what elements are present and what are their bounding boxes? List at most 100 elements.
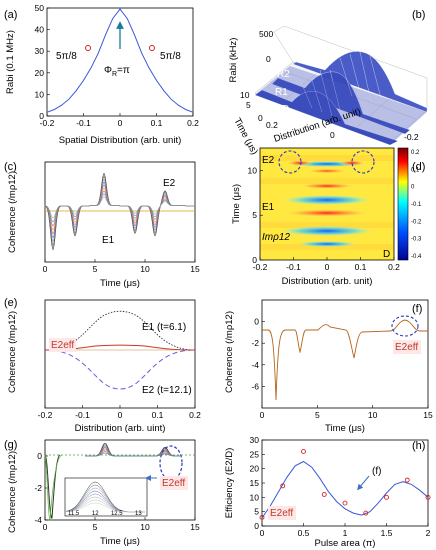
panel-e-xticks: -0.2 -0.1 0 0.1 0.2 (38, 405, 201, 420)
panel-c-label-e2: E2 (163, 178, 176, 189)
g-xtick-label: 0 (43, 522, 48, 532)
panel-b-ztick-5: 5 (246, 100, 251, 110)
panel-c-xticks: 0 5 10 15 (43, 259, 200, 274)
panel-d-circle-right (351, 150, 375, 174)
panel-f-ylabel: Coherence (/mρ12) (224, 311, 235, 393)
h-ytick-label: 10 (250, 492, 260, 502)
heat-blob (283, 195, 371, 205)
panel-h-arrow (357, 475, 370, 491)
a-ytick-label: 0 (39, 111, 44, 121)
h-point (259, 514, 265, 520)
panel-e-e2eff-box (49, 338, 76, 352)
heat-stripe (260, 222, 394, 228)
panel-d-label-e1: E1 (262, 202, 275, 213)
phi-subscript: R (112, 71, 117, 78)
panel-a-xlabel: Spatial Distribution (arb. unit) (59, 135, 182, 146)
panel-h: (h) Efficiency (E2/D) Pulse area (π) 0 0.… (224, 435, 431, 549)
panel-h-ylabel: Efficiency (E2/D) (224, 448, 235, 519)
g-ytick-label: -2 (34, 483, 42, 493)
c-xtick-label: 0 (43, 264, 48, 274)
panel-d-ylabel: Time (μs) (231, 184, 242, 224)
g-inset-tick: 12.5 (111, 511, 123, 517)
panel-b-surface-d (254, 89, 399, 146)
panel-d-xticks: -0.2 -0.1 0 0.1 0.2 (253, 257, 400, 272)
panel-b-label: (b) (412, 9, 425, 21)
d-ytick-label: 0 (252, 255, 257, 265)
g-inset-tick: 12 (92, 511, 99, 517)
panel-e: (e) Coherence (/mρ12) Distribution (arb.… (4, 297, 201, 434)
e-xtick-label: 0.1 (152, 410, 164, 420)
panel-e-curve-e1 (44, 310, 196, 351)
phi-value: =π (117, 65, 130, 76)
panel-g-inset (64, 477, 148, 517)
panel-g-ylabel: Coherence (/mρ12) (7, 451, 18, 533)
a-xtick-label: -0.2 (40, 118, 55, 128)
g-xtick-label: 5 (93, 522, 98, 532)
panel-g-label: (g) (4, 439, 17, 451)
c-curve (44, 187, 195, 231)
panel-b-xtick-0.2: 0.2 (266, 120, 278, 130)
panel-f-e2eff-box (393, 340, 421, 354)
e-xtick-label: -0.1 (75, 410, 90, 420)
panel-a-ylabel: Rabi (0.1 MHz) (5, 30, 16, 94)
panel-e-curve-e2 (44, 349, 196, 390)
g-xtick-label: 15 (190, 522, 200, 532)
a-marker (85, 44, 92, 51)
f-xtick-label: 0 (260, 410, 265, 420)
panel-b-label-d: D (282, 104, 289, 115)
panel-d-label-d: D (383, 249, 390, 260)
heat-stripe (260, 155, 394, 161)
panel-g-inset-ticks: 11.5 12 12.5 13 (68, 511, 142, 517)
h-point (280, 483, 286, 489)
a-xtick-label: 0.1 (151, 118, 163, 128)
h-point (384, 494, 389, 500)
a-xtick-label: 0.2 (187, 118, 199, 128)
panel-f-label-e2eff: E2eff (395, 342, 418, 353)
h-ytick-label: 5 (254, 507, 259, 517)
f-ytick-label: 0 (254, 317, 259, 327)
h-point (425, 494, 431, 500)
panel-h-yticks: 0 5 10 15 20 25 30 (250, 435, 265, 531)
e-xtick-label: 0.2 (189, 410, 201, 420)
heat-blob (297, 241, 357, 247)
panel-d-colorbar-ticks: 0.2 0.1 0 -0.1 -0.2 -0.3 -0.4 (411, 150, 422, 260)
c-curve (44, 196, 195, 219)
phi-symbol: Φ (104, 65, 112, 76)
d-ctick-label: -0.2 (411, 219, 422, 225)
heat-blob (338, 160, 366, 166)
panel-h-e2eff-box (268, 506, 296, 520)
panel-d-label-imrho: Imρ12 (262, 232, 290, 243)
h-point (321, 492, 327, 497)
panel-a-curve (46, 8, 194, 113)
d-ctick-label: 0.1 (411, 167, 420, 173)
panel-d-xlabel: Distribution (arb. unit) (282, 276, 373, 287)
panel-e-legend-e2: E2 (t=12.1) (142, 385, 192, 396)
g-ytick-label: -4 (34, 515, 42, 525)
g-curve (85, 452, 180, 457)
c-xtick-label: 10 (140, 264, 150, 274)
a-xtick-label: 0 (118, 118, 123, 128)
panel-d-yticks: 0 5 10 (248, 165, 263, 265)
h-ytick-label: 20 (250, 464, 260, 474)
heat-stripe (260, 178, 394, 184)
panel-e-label-e2eff: E2eff (51, 340, 74, 351)
panel-b-mesh (299, 51, 383, 119)
panel-g-e2eff-box (160, 476, 188, 490)
panel-g: (g) Coherence (/mρ12) Time (μs) 0 5 10 15 -… (4, 439, 200, 547)
h-xtick-label: 0.5 (298, 528, 310, 538)
heat-blob (281, 226, 373, 236)
panel-b-ztick-0: 0 (258, 113, 263, 123)
panel-b-xtick-0: 0 (330, 130, 335, 140)
panel-c-xlabel: Time (μs) (100, 278, 140, 289)
panel-g-spike-green (44, 454, 63, 521)
d-ctick-label: -0.1 (411, 202, 422, 208)
panel-h-points (259, 449, 431, 520)
panel-f: (f) Coherence (/mρ12) Time (μs) 0 5 10 15 -… (224, 299, 433, 434)
panel-a-yticks: 0 10 20 30 40 50 (35, 3, 50, 121)
d-ctick-label: -0.3 (411, 237, 422, 243)
d-xtick-label: -0.2 (253, 262, 268, 272)
d-xtick-label: 0 (325, 262, 330, 272)
panel-b-surface-r1 (271, 71, 411, 135)
f-ytick-label: -4 (251, 360, 259, 370)
h-xtick-label: 0 (260, 528, 265, 538)
